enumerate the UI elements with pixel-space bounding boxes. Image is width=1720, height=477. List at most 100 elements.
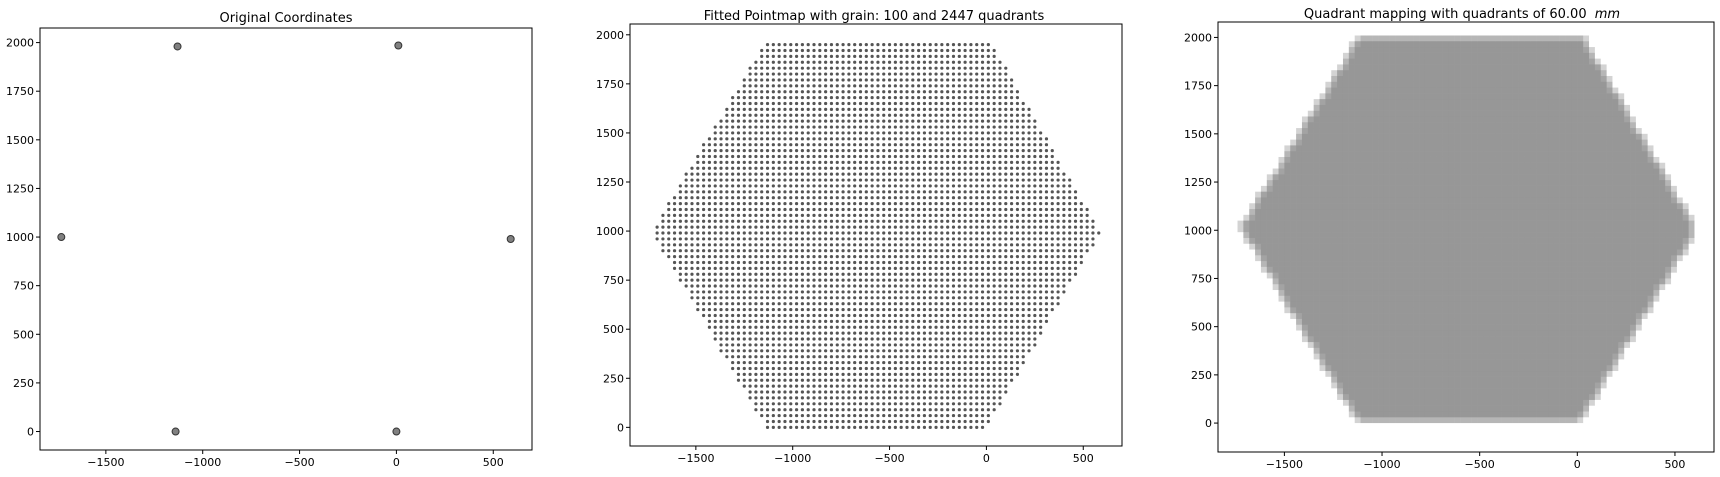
grid-point [1015,355,1020,359]
grid-point [771,372,775,376]
quadrant-cell [1383,301,1396,314]
grid-point [794,178,799,182]
quadrant-cell [1395,330,1408,343]
grid-point [806,360,810,365]
grid-point [1039,190,1043,194]
quadrant-cell [1296,295,1308,308]
grid-point [783,272,787,276]
grid-point [969,425,973,429]
quadrant-cell [1565,405,1578,418]
quadrant-cell [1477,359,1490,372]
grid-point [946,90,950,94]
quadrant-cell [1407,336,1420,348]
quadrant-cell [1483,382,1496,395]
grid-point [911,325,915,329]
grid-point [905,302,909,306]
quadrant-cell [1460,295,1472,308]
grid-point [922,66,927,70]
grid-point [1021,225,1025,229]
grid-point [829,154,834,159]
quadrant-cell [1319,347,1332,360]
grid-point [742,296,746,300]
grid-point [853,307,857,312]
grid-point [783,355,787,359]
grid-point [1039,260,1043,265]
grid-point [893,48,897,53]
grid-point [841,249,845,253]
grid-point [794,337,799,341]
grid-point [870,143,874,147]
grid-point [940,337,944,341]
quadrant-cell [1442,295,1455,308]
grid-point [887,355,892,359]
grid-point [940,378,944,382]
grid-point [1004,184,1008,188]
grid-point [1039,243,1043,247]
grid-point [1004,249,1008,253]
grid-point [1062,184,1066,188]
quadrant-cell [1600,347,1613,360]
grid-point [812,60,816,64]
grid-point [969,360,973,365]
grid-point [899,54,903,58]
grid-point [702,201,706,206]
grid-point [696,302,700,306]
grid-point [742,207,746,212]
grid-point [818,201,822,206]
quadrant-cell [1507,330,1519,343]
x-tick-label: 0 [1574,458,1581,471]
grid-point [771,196,775,200]
grid-point [905,319,909,323]
quadrant-cell [1571,330,1584,343]
grid-point [812,425,816,429]
quadrant-cell [1594,318,1607,331]
grid-point [858,307,863,312]
quadrant-cell [1424,405,1437,418]
grid-point [812,96,816,100]
grid-point [742,372,746,376]
grid-point [1039,254,1043,259]
grid-point [853,101,857,106]
grid-point [951,272,956,276]
grid-point [951,84,956,88]
grid-point [707,266,712,270]
grid-point [678,243,682,247]
quadrant-cell [1530,330,1543,343]
quadrant-cell [1424,324,1437,337]
grid-point [858,225,863,229]
grid-point [765,302,770,306]
grid-point [777,190,781,194]
grid-point [934,349,938,353]
grid-point [1027,349,1031,353]
grid-point [887,319,892,323]
quadrant-cell [1624,307,1636,319]
quadrant-cell [1471,324,1484,337]
grid-point [1015,190,1020,194]
grid-point [794,125,799,129]
quadrant-cell [1430,330,1443,343]
quadrant-cell [1366,307,1379,319]
grid-point [928,325,932,329]
grid-point [713,272,717,276]
grid-point [835,154,839,159]
quadrant-cell [1483,301,1496,314]
grid-point [736,313,741,318]
grid-point [870,190,874,194]
grid-point [847,143,851,147]
grid-point [882,296,886,300]
grid-point [812,331,816,335]
grid-point [713,231,717,235]
grid-point [853,425,857,429]
grid-point [969,72,973,76]
grid-point [818,172,822,176]
quadrant-cell [1325,359,1338,372]
grid-point [1033,131,1037,135]
grid-point [800,107,804,111]
grid-point [783,278,787,282]
quadrant-cell [1354,347,1367,360]
quadrant-cell [1348,342,1361,354]
grid-point [998,137,1002,141]
quadrant-cell [1548,371,1560,383]
grid-point [771,154,775,159]
grid-point [940,319,944,323]
